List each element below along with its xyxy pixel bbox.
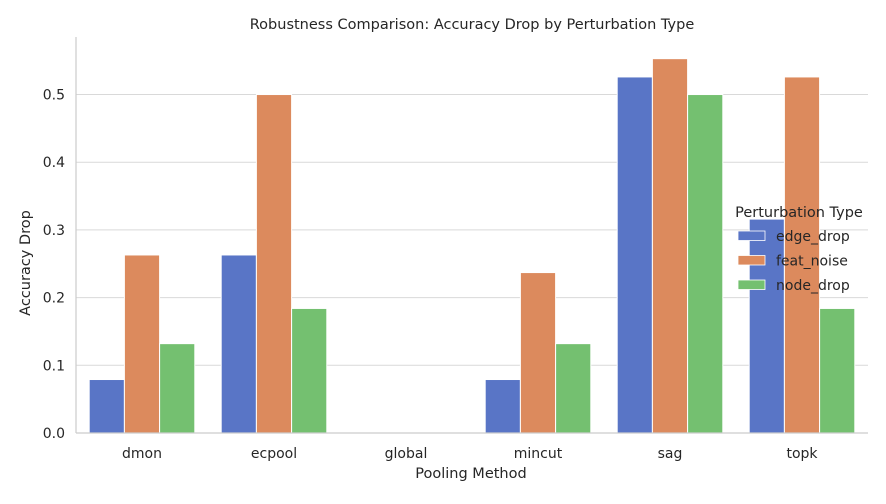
legend: Perturbation Type edge_drop feat_noisenod… — [735, 205, 863, 294]
bar-edge_drop-dmon — [88, 379, 125, 434]
bar-node_drop-mincut — [555, 343, 592, 434]
x-axis-label: Pooling Method — [415, 466, 526, 482]
legend-label-feat_noise: feat_noise — [776, 254, 848, 270]
tick-labels: 0.0 0.1 0.2 0.3 0.4 0.5 dmon ecpool global mincut… — [43, 88, 819, 462]
y-tick-label: 0.5 — [43, 88, 65, 104]
y-axis-label: Accuracy Drop — [18, 210, 34, 316]
bar-node_drop-dmon — [159, 343, 196, 434]
bar-feat_noise-ecpool — [255, 94, 293, 434]
legend-label-node_drop: node_drop — [776, 278, 850, 294]
x-tick-label: sag — [658, 446, 683, 462]
y-tick-label: 0.4 — [43, 155, 65, 171]
x-tick-label: global — [385, 446, 428, 462]
bar-edge_drop-sag — [616, 76, 653, 434]
bar-feat_noise-mincut — [519, 272, 557, 434]
gridlines — [76, 94, 868, 366]
x-tick-label: dmon — [122, 446, 162, 462]
bar-feat_noise-sag — [651, 58, 689, 434]
legend-label-edge_drop: edge_drop — [776, 229, 850, 245]
y-tick-label: 0.0 — [43, 426, 65, 442]
bar-edge_drop-topk — [748, 218, 785, 434]
legend-swatch-node_drop — [737, 279, 766, 290]
legend-swatch-feat_noise — [737, 255, 766, 266]
bar-edge_drop-ecpool — [220, 254, 257, 434]
bar-node_drop-sag — [687, 94, 724, 434]
chart-title: Robustness Comparison: Accuracy Drop by … — [250, 17, 695, 33]
axes — [75, 37, 868, 434]
y-tick-label: 0.2 — [43, 291, 65, 307]
legend-swatch-edge_drop — [737, 230, 766, 241]
bar-feat_noise-dmon — [123, 254, 161, 434]
bar-feat_noise-topk — [783, 76, 821, 434]
bar-node_drop-ecpool — [291, 307, 328, 434]
y-tick-label: 0.3 — [43, 223, 65, 239]
bar-node_drop-topk — [819, 307, 856, 434]
x-tick-label: topk — [786, 446, 818, 462]
bars — [88, 58, 856, 434]
x-tick-label: mincut — [514, 446, 563, 462]
legend-title: Perturbation Type — [735, 205, 863, 221]
bar-edge_drop-mincut — [484, 379, 521, 434]
x-tick-label: ecpool — [251, 446, 297, 462]
y-tick-label: 0.1 — [43, 358, 65, 374]
